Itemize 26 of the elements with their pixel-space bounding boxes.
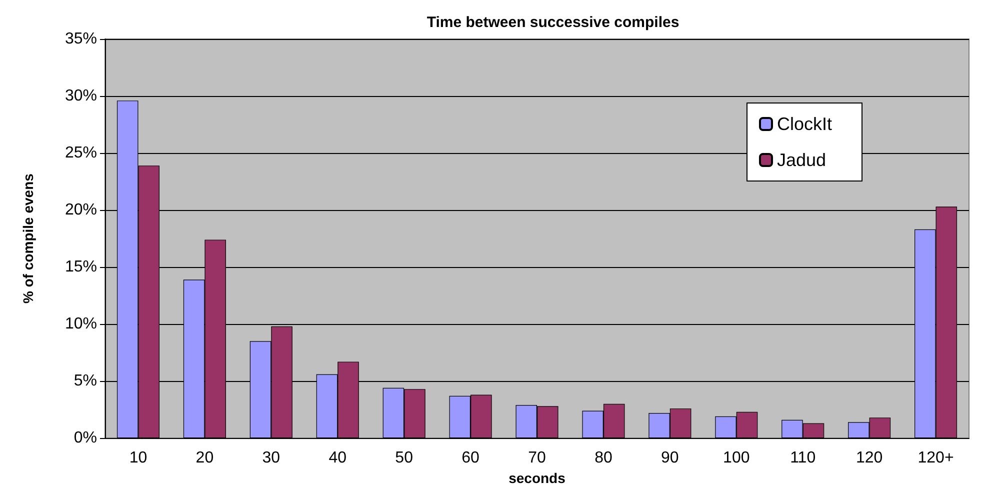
x-tick-label: 110 [790, 450, 816, 467]
y-tick-label: 0% [74, 430, 97, 447]
x-tick-label: 60 [462, 450, 480, 467]
y-tick-label: 15% [64, 258, 97, 276]
x-axis-title: seconds [508, 470, 566, 486]
x-tick-label: 100 [723, 450, 750, 467]
legend-label: ClockIt [776, 114, 832, 134]
y-tick-label: 25% [64, 144, 97, 162]
x-tick-label: 80 [594, 450, 612, 467]
x-tick-label: 40 [328, 450, 347, 467]
x-tick-label: 90 [661, 450, 679, 467]
x-tick-label: 20 [196, 450, 214, 467]
x-tick-label: 50 [395, 450, 414, 467]
y-tick-label: 20% [64, 202, 97, 219]
chart-title: Time between successive compiles [426, 14, 680, 31]
y-tick-label: 35% [64, 30, 97, 48]
y-tick-label: 30% [64, 88, 97, 105]
legend-label: Jadud [776, 150, 826, 170]
x-tick-label: 30 [262, 450, 280, 467]
y-axis-title: % of compile evens [20, 173, 36, 304]
x-tick-label: 10 [129, 450, 148, 467]
x-tick-label: 70 [528, 450, 546, 467]
y-tick-label: 5% [74, 372, 97, 390]
x-tick-label: 120 [856, 450, 883, 467]
y-tick-label: 10% [64, 316, 97, 333]
x-tick-label: 120+ [918, 450, 954, 467]
